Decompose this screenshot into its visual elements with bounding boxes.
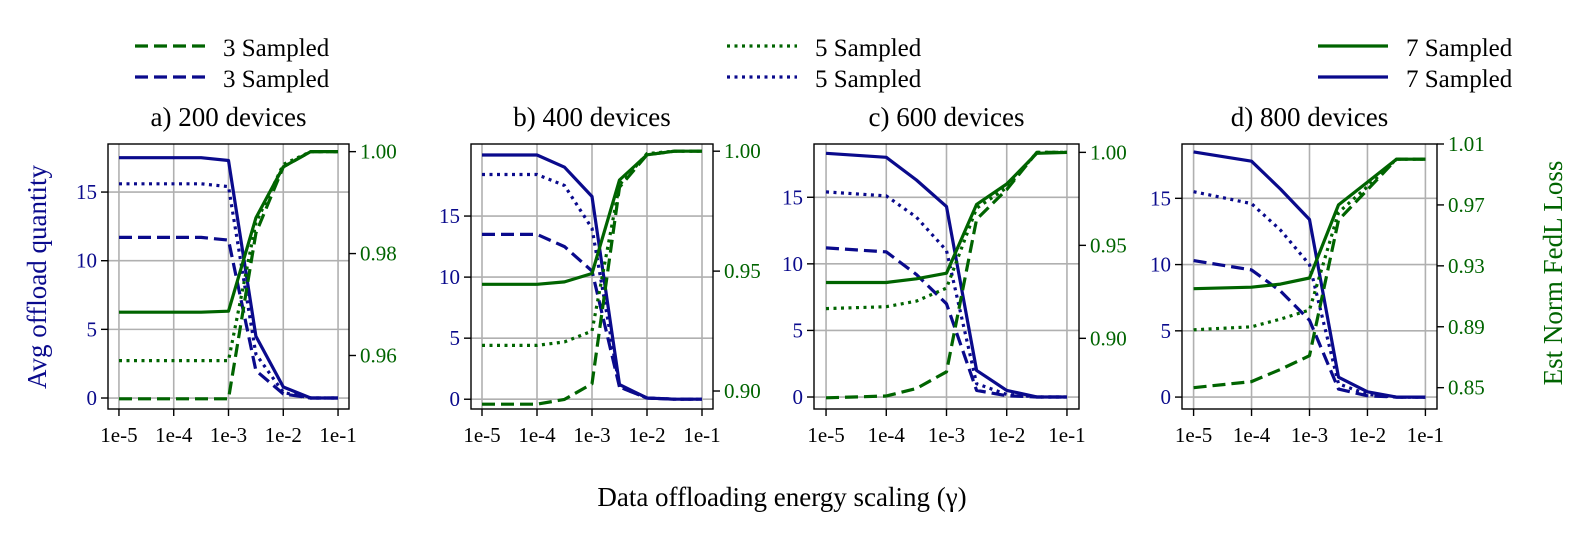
series-line-3-sampled-left	[1193, 259, 1426, 399]
legend-label: 3 Sampled	[223, 35, 330, 62]
chart-panel-1: 1e-5 1e-4 1e-3 1e-2 1e-1 0 5 10 15 0.96 0.98 1.00 a)…	[76, 102, 397, 447]
panel-title: a) 200 devices	[151, 102, 307, 132]
y-tick-label-right: 0.90	[724, 379, 761, 403]
series-line-7-sampled-right	[119, 150, 338, 314]
x-tick-label: 1e-5	[807, 423, 844, 447]
y-tick-label-left: 5	[450, 326, 461, 350]
x-tick-label: 1e-5	[1175, 423, 1212, 447]
y-tick-label-right: 1.00	[360, 140, 397, 164]
x-tick-label: 1e-3	[1291, 423, 1328, 447]
x-tick-label: 1e-2	[628, 423, 665, 447]
y-tick-label-right: 0.95	[1090, 233, 1127, 257]
y-tick-label-left: 0	[793, 385, 804, 409]
y-tick-label-left: 10	[76, 249, 97, 273]
panels: 1e-5 1e-4 1e-3 1e-2 1e-1 0 5 10 15 0.96 0.98 1.00 a)…	[76, 102, 1485, 447]
legend-label: 5 Sampled	[815, 35, 922, 62]
series-line-7-sampled-right	[826, 150, 1068, 285]
panel-title: d) 800 devices	[1231, 102, 1388, 132]
legend-label: 5 Sampled	[815, 66, 922, 93]
series-line-7-sampled-left	[1193, 150, 1426, 399]
x-tick-label: 1e-1	[1407, 423, 1444, 447]
x-tick-label: 1e-4	[518, 423, 556, 447]
series-line-3-sampled-right	[119, 150, 338, 401]
series-line-7-sampled-left	[119, 156, 338, 400]
legend: 3 Sampled 3 Sampled 5 Sampled 5 Sampled 7 Sa…	[135, 35, 1513, 93]
chart-panel-4: 1e-5 1e-4 1e-3 1e-2 1e-1 0 5 10 15 0.85 0.89 0.93 0.…	[1150, 102, 1485, 447]
y-tick-label-right: 1.01	[1448, 132, 1485, 156]
x-tick-label: 1e-1	[1048, 423, 1085, 447]
y-tick-label-left: 5	[793, 318, 804, 342]
series-line-5-sampled-left	[825, 190, 1067, 399]
panel-title: c) 600 devices	[869, 102, 1025, 132]
x-tick-label: 1e-5	[100, 423, 137, 447]
series-line-3-sampled-left	[119, 235, 338, 400]
y-tick-label-right: 1.00	[1090, 140, 1127, 164]
x-tick-label: 1e-2	[265, 423, 302, 447]
series-line-3-sampled-right	[1193, 157, 1426, 390]
x-tick-label: 1e-3	[928, 423, 965, 447]
y-tick-label-left: 15	[76, 180, 97, 204]
chart-panel-2: 1e-5 1e-4 1e-3 1e-2 1e-1 0 5 10 15 0.90 0.95 1.00 b)…	[439, 102, 761, 447]
legend-label: 3 Sampled	[223, 66, 330, 93]
panel-title: b) 400 devices	[513, 102, 670, 132]
y-tick-label-right: 0.95	[724, 259, 761, 283]
y-tick-label-right: 0.98	[360, 242, 397, 266]
y-tick-label-left: 10	[782, 252, 803, 276]
y-tick-label-left: 15	[782, 185, 803, 209]
y-tick-label-left: 0	[1161, 385, 1172, 409]
x-tick-label: 1e-5	[463, 423, 500, 447]
y-axis-label-left: Avg offload quantity	[22, 165, 52, 389]
legend-label: 7 Sampled	[1406, 66, 1513, 93]
y-tick-label-left: 15	[1150, 186, 1171, 210]
y-tick-label-right: 0.89	[1448, 315, 1485, 339]
x-tick-label: 1e-2	[1349, 423, 1386, 447]
series-line-7-sampled-right	[482, 149, 702, 286]
y-tick-label-left: 5	[1161, 319, 1172, 343]
series-line-7-sampled-right	[1193, 157, 1426, 291]
y-tick-label-left: 0	[450, 387, 461, 411]
y-tick-label-left: 0	[87, 386, 98, 410]
x-tick-label: 1e-1	[683, 423, 720, 447]
series-line-3-sampled-right	[482, 149, 702, 406]
y-tick-label-left: 10	[1150, 253, 1171, 277]
chart-panel-3: 1e-5 1e-4 1e-3 1e-2 1e-1 0 5 10 15 0.90 0.95 1.00 c)…	[782, 102, 1127, 447]
x-tick-label: 1e-3	[573, 423, 610, 447]
y-tick-label-right: 0.85	[1448, 376, 1485, 400]
y-tick-label-right: 0.90	[1090, 326, 1127, 350]
series-line-5-sampled-left	[1193, 190, 1426, 399]
series-line-5-sampled-right	[825, 150, 1067, 311]
y-tick-label-left: 5	[87, 317, 98, 341]
x-axis-label: Data offloading energy scaling (γ)	[597, 482, 966, 512]
y-tick-label-left: 10	[439, 265, 460, 289]
y-tick-label-right: 0.97	[1448, 193, 1485, 217]
x-tick-label: 1e-3	[210, 423, 247, 447]
x-tick-label: 1e-4	[155, 423, 193, 447]
series-line-7-sampled-left	[482, 153, 702, 401]
y-tick-label-right: 1.00	[724, 139, 761, 163]
y-axis-label-right: Est Norm FedL Loss	[1538, 161, 1568, 386]
x-tick-label: 1e-4	[1233, 423, 1271, 447]
y-tick-label-right: 0.93	[1448, 254, 1485, 278]
y-tick-label-right: 0.96	[360, 343, 397, 367]
legend-label: 7 Sampled	[1406, 35, 1513, 62]
x-tick-label: 1e-1	[319, 423, 356, 447]
series-line-5-sampled-right	[1193, 157, 1426, 332]
x-tick-label: 1e-4	[868, 423, 906, 447]
x-tick-label: 1e-2	[988, 423, 1025, 447]
y-tick-label-left: 15	[439, 204, 460, 228]
